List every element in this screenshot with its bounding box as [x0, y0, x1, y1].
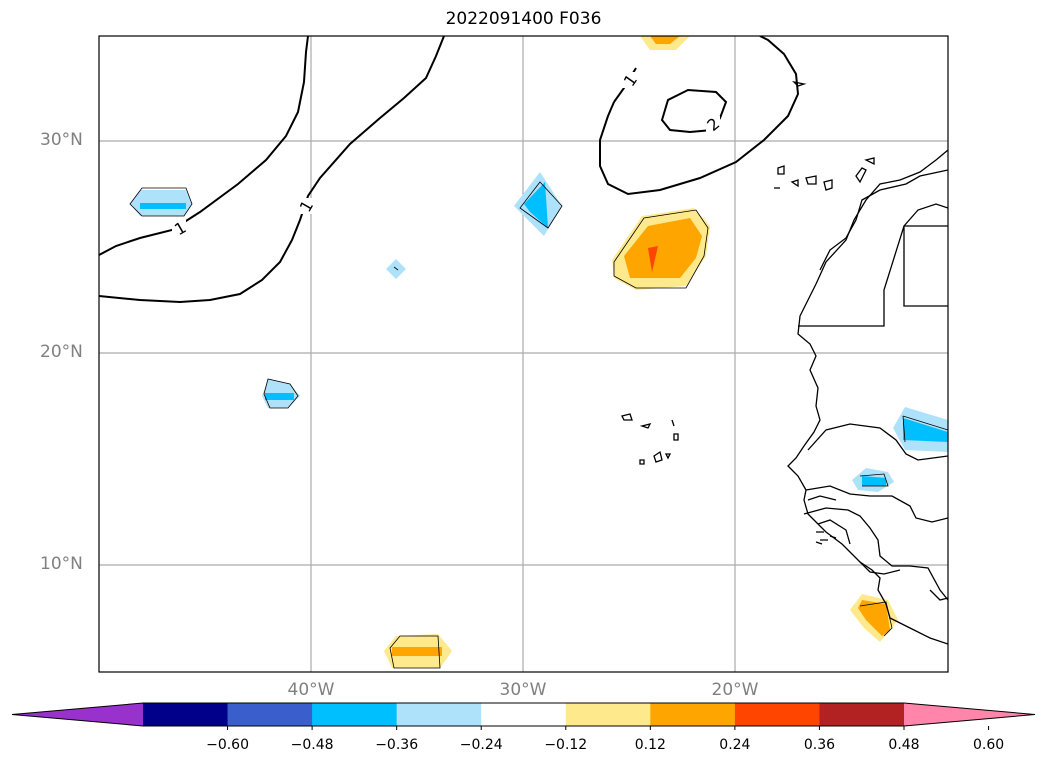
island	[777, 165, 785, 175]
lon-label: 30°W	[499, 680, 547, 700]
island	[671, 419, 675, 427]
island	[792, 80, 807, 87]
island	[790, 179, 799, 188]
island	[621, 413, 633, 421]
negative-anomaly-core	[524, 182, 548, 228]
island	[673, 433, 679, 441]
map-frame	[98, 35, 949, 673]
colorbar-tick-label: −0.24	[459, 737, 503, 753]
colorbar-tick-label: −0.36	[375, 737, 419, 753]
contour-labels: 1 1 1 2	[171, 71, 723, 240]
lat-label: 10°N	[40, 554, 83, 574]
anomaly-fills	[130, 36, 948, 668]
gridlines	[99, 36, 948, 672]
border-west-africa	[805, 485, 948, 523]
lon-label: 20°W	[711, 680, 759, 700]
colorbar-segment	[312, 703, 398, 726]
border-west-africa	[817, 519, 851, 545]
border-west-africa	[807, 495, 837, 501]
colorbar-tick-label: −0.60	[206, 737, 249, 753]
lat-label: 20°N	[40, 342, 83, 362]
colorbar-tick-label: 0.24	[719, 737, 751, 753]
island	[653, 450, 663, 463]
colorbar-segment	[650, 703, 736, 726]
colorbar-segment	[396, 703, 482, 726]
positive-anomaly-peak	[648, 246, 658, 272]
border-west-africa	[807, 423, 948, 461]
colorbar-segment	[481, 703, 567, 726]
colorbar-tick-label: 0.48	[888, 737, 920, 753]
border-west-africa	[803, 507, 948, 601]
border	[903, 203, 948, 227]
colorbar-segment	[734, 703, 820, 726]
colorbar-segment	[227, 703, 313, 726]
colorbar	[11, 702, 1036, 730]
island	[823, 179, 833, 191]
island	[639, 423, 652, 429]
coastlines	[621, 80, 948, 645]
map-title: 2022091400 F036	[445, 9, 602, 29]
colorbar-extend-min	[12, 703, 143, 726]
colorbar-tick-label: −0.48	[290, 737, 334, 753]
border	[903, 226, 948, 307]
positive-anomaly-core	[392, 647, 442, 656]
lat-label: 30°N	[40, 130, 83, 150]
negative-anomaly-core	[265, 393, 294, 400]
negative-anomaly-core	[862, 476, 886, 486]
border-west-africa	[859, 561, 901, 575]
positive-anomaly-core	[650, 36, 680, 44]
colorbar-outline	[11, 702, 1036, 727]
island	[815, 531, 837, 545]
lon-label: 40°W	[287, 680, 335, 700]
island	[855, 167, 867, 184]
colorbar-tick-label: 0.12	[634, 737, 666, 753]
colorbar-tick-label: 0.60	[972, 737, 1005, 753]
colorbar-tick-label: 0.36	[803, 737, 836, 753]
contour-line-2	[660, 88, 728, 134]
border-western-sahara	[798, 225, 948, 327]
colorbar-tick-label: −0.12	[544, 737, 588, 753]
thin-contours	[129, 181, 948, 669]
negative-anomaly-core	[903, 418, 948, 442]
colorbar-segment	[565, 703, 651, 726]
negative-anomaly-core	[140, 203, 186, 209]
positive-anomaly-core	[858, 600, 890, 636]
island	[864, 157, 875, 166]
colorbar-segment	[819, 703, 905, 726]
positive-anomaly-core	[624, 218, 702, 278]
contour-line-1	[99, 36, 309, 256]
contour-line-1	[99, 36, 445, 304]
contour-line-1	[599, 36, 800, 196]
island	[664, 453, 672, 460]
border-west-africa	[929, 589, 948, 601]
colorbar-extend-max	[904, 703, 1035, 726]
colorbar-segment	[143, 703, 229, 726]
island	[805, 175, 817, 185]
island	[639, 459, 645, 465]
border	[819, 169, 948, 271]
